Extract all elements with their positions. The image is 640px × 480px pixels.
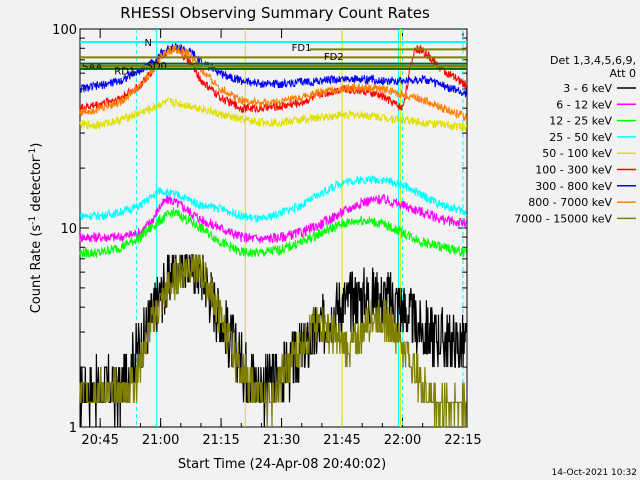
annotation-label: N [144, 38, 151, 49]
y-tick-label: 1 [69, 421, 77, 436]
annotation-label: FD1 [292, 43, 312, 54]
series-line [79, 207, 467, 260]
annotation-label: SAA [82, 62, 103, 73]
legend-entry: 50 - 100 keV [542, 147, 612, 160]
series-line [79, 194, 467, 244]
x-tick-label: 21:45 [323, 433, 360, 448]
legend-entry: 12 - 25 keV [549, 115, 612, 128]
legend-header: Det 1,3,4,5,6,9, [550, 54, 636, 67]
x-tick-label: 21:00 [142, 433, 179, 448]
series-line [79, 44, 467, 122]
legend-entry: 25 - 50 keV [549, 131, 612, 144]
legend-entry: 6 - 12 keV [556, 98, 612, 111]
annotation-label: RD1 [114, 66, 135, 77]
x-tick-label: 22:00 [384, 433, 421, 448]
y-tick-label: 10 [60, 222, 77, 237]
footer-date: 14-Oct-2021 10:32 [552, 468, 637, 478]
annotations: N FD1 FD2 SAA SD0 RD1 [80, 38, 467, 77]
x-tick-label: 21:30 [263, 433, 300, 448]
series-line [79, 174, 467, 223]
series-group [79, 42, 468, 428]
x-tick-label: 22:15 [444, 433, 481, 448]
y-tick-label: 100 [52, 23, 77, 38]
legend-entry: 7000 - 15000 keV [514, 212, 612, 225]
series-line [79, 97, 467, 132]
annotation-label: FD2 [324, 52, 344, 63]
legend: Det 1,3,4,5,6,9,Att 0 3 - 6 keV 6 - 12 keV… [514, 54, 636, 225]
series-line [79, 254, 467, 428]
annotation-label: SD0 [147, 61, 167, 72]
axis-ticks: 20:45 21:00 21:15 21:30 21:45 22:00 22:15 1 10 10… [52, 23, 482, 448]
legend-header: Att 0 [610, 67, 636, 80]
x-tick-label: 21:15 [202, 433, 239, 448]
legend-entry: 100 - 300 keV [535, 164, 612, 177]
x-axis-label: Start Time (24-Apr-08 20:40:02) [178, 457, 386, 472]
chart-title: RHESSI Observing Summary Count Rates [120, 4, 430, 22]
x-tick-label: 20:45 [81, 433, 118, 448]
y-axis-label: Count Rate (s-1 detector-1) [28, 143, 44, 314]
legend-entry: 3 - 6 keV [563, 82, 612, 95]
legend-entry: 800 - 7000 keV [528, 196, 612, 209]
legend-entry: 300 - 800 keV [535, 180, 612, 193]
series-line [79, 254, 468, 428]
